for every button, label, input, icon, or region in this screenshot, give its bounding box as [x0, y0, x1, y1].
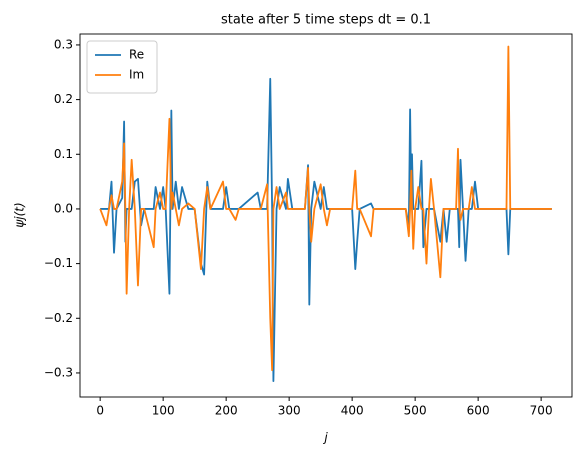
y-tick-label: 0.2 — [54, 92, 73, 106]
x-tick-label: 100 — [152, 404, 175, 418]
y-tick-label: 0.0 — [54, 201, 73, 215]
y-tick-label: −0.2 — [44, 311, 73, 325]
y-tick-label: −0.1 — [44, 256, 73, 270]
y-tick-label: 0.3 — [54, 37, 73, 51]
x-tick-label: 300 — [278, 404, 301, 418]
y-tick-label: 0.1 — [54, 147, 73, 161]
x-tick-label: 700 — [530, 404, 553, 418]
x-tick-label: 0 — [96, 404, 104, 418]
legend-label: Im — [129, 68, 144, 82]
series-line — [99, 45, 552, 372]
x-tick-label: 400 — [341, 404, 364, 418]
y-axis-label: ψj(t) — [13, 202, 27, 227]
x-axis-label: j — [322, 431, 328, 445]
x-tick-label: 600 — [467, 404, 490, 418]
chart-title: state after 5 time steps dt = 0.1 — [221, 13, 431, 28]
plot-frame — [79, 33, 573, 398]
legend-box — [86, 40, 158, 94]
y-tick-label: −0.3 — [44, 365, 73, 379]
series-line — [100, 77, 552, 383]
legend-label: Re — [129, 48, 144, 62]
x-tick-label: 200 — [215, 404, 238, 418]
x-tick-label: 500 — [404, 404, 427, 418]
